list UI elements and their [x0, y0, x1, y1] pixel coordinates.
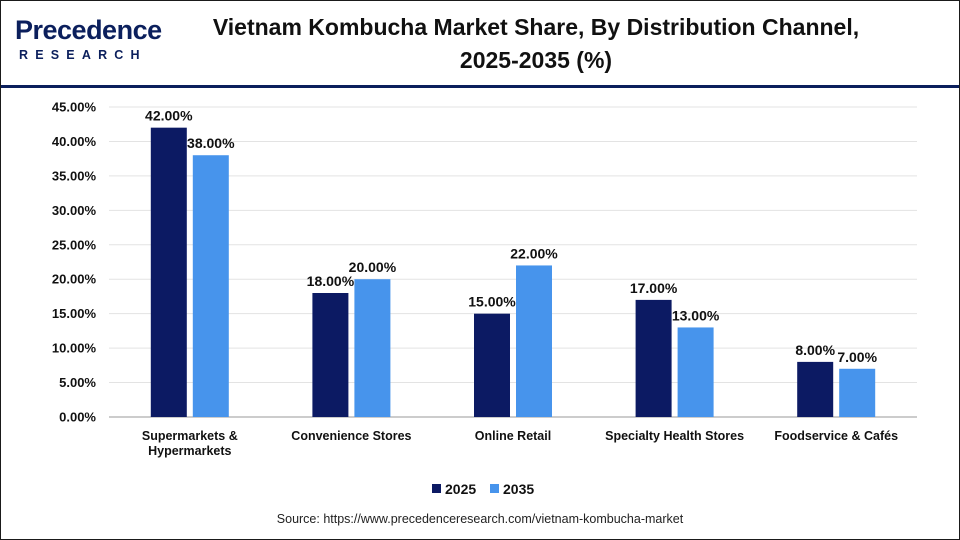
- data-label: 20.00%: [349, 259, 397, 275]
- bar-2035: [839, 368, 876, 417]
- y-tick-label: 5.00%: [59, 375, 96, 390]
- legend-label: 2035: [503, 481, 534, 497]
- bar-2035: [677, 327, 714, 417]
- data-label: 18.00%: [307, 273, 355, 289]
- y-tick-label: 0.00%: [59, 410, 96, 425]
- chart-title-line-2: 2025-2035 (%): [459, 47, 613, 73]
- header: Precedence RESEARCH Vietnam Kombucha Mar…: [1, 1, 959, 85]
- bar-2025: [474, 313, 510, 417]
- data-label: 22.00%: [510, 245, 558, 261]
- x-tick-label: Specialty Health Stores: [605, 429, 744, 443]
- data-label: 7.00%: [837, 349, 877, 365]
- legend-label: 2025: [445, 481, 476, 497]
- legend-swatch-2025: [432, 484, 441, 493]
- source-note: Source: https://www.precedenceresearch.c…: [276, 512, 684, 526]
- x-tick-label: Hypermarkets: [148, 444, 231, 458]
- data-label: 15.00%: [468, 294, 516, 310]
- chart-title: Vietnam Kombucha Market Share, By Distri…: [171, 11, 901, 77]
- legend-swatch-2035: [490, 484, 499, 493]
- logo-subtitle: RESEARCH: [19, 48, 147, 62]
- logo-wordmark: Precedence: [15, 15, 162, 45]
- data-label: 13.00%: [672, 307, 720, 323]
- data-label: 17.00%: [630, 280, 678, 296]
- bar-2025: [150, 127, 187, 417]
- bar-2025: [312, 293, 349, 417]
- y-tick-label: 25.00%: [52, 237, 97, 252]
- y-tick-label: 10.00%: [52, 341, 97, 356]
- y-tick-label: 35.00%: [52, 168, 97, 183]
- y-tick-label: 15.00%: [52, 306, 97, 321]
- x-tick-label: Supermarkets &: [142, 429, 238, 443]
- bar-2035: [354, 279, 391, 417]
- y-tick-label: 45.00%: [52, 100, 97, 115]
- data-label: 42.00%: [145, 108, 193, 124]
- x-tick-label: Foodservice & Cafés: [774, 429, 898, 443]
- precedence-research-logo: Precedence RESEARCH: [15, 15, 165, 71]
- data-label: 38.00%: [187, 135, 235, 151]
- chart-title-line-1: Vietnam Kombucha Market Share, By Distri…: [212, 14, 860, 40]
- y-tick-label: 30.00%: [52, 203, 97, 218]
- data-label: 8.00%: [795, 342, 835, 358]
- header-divider: [1, 85, 959, 88]
- bar-2025: [797, 361, 834, 417]
- x-tick-label: Convenience Stores: [291, 429, 411, 443]
- bar-2035: [516, 265, 552, 417]
- bar-chart: 0.00% 5.00% 10.00% 15.00% 20.00% 25.00% 30.00%…: [52, 100, 917, 497]
- y-tick-label: 20.00%: [52, 272, 97, 287]
- bar-2035: [192, 155, 229, 417]
- y-tick-label: 40.00%: [52, 134, 97, 149]
- x-tick-label: Online Retail: [475, 429, 551, 443]
- bar-2025: [635, 299, 672, 417]
